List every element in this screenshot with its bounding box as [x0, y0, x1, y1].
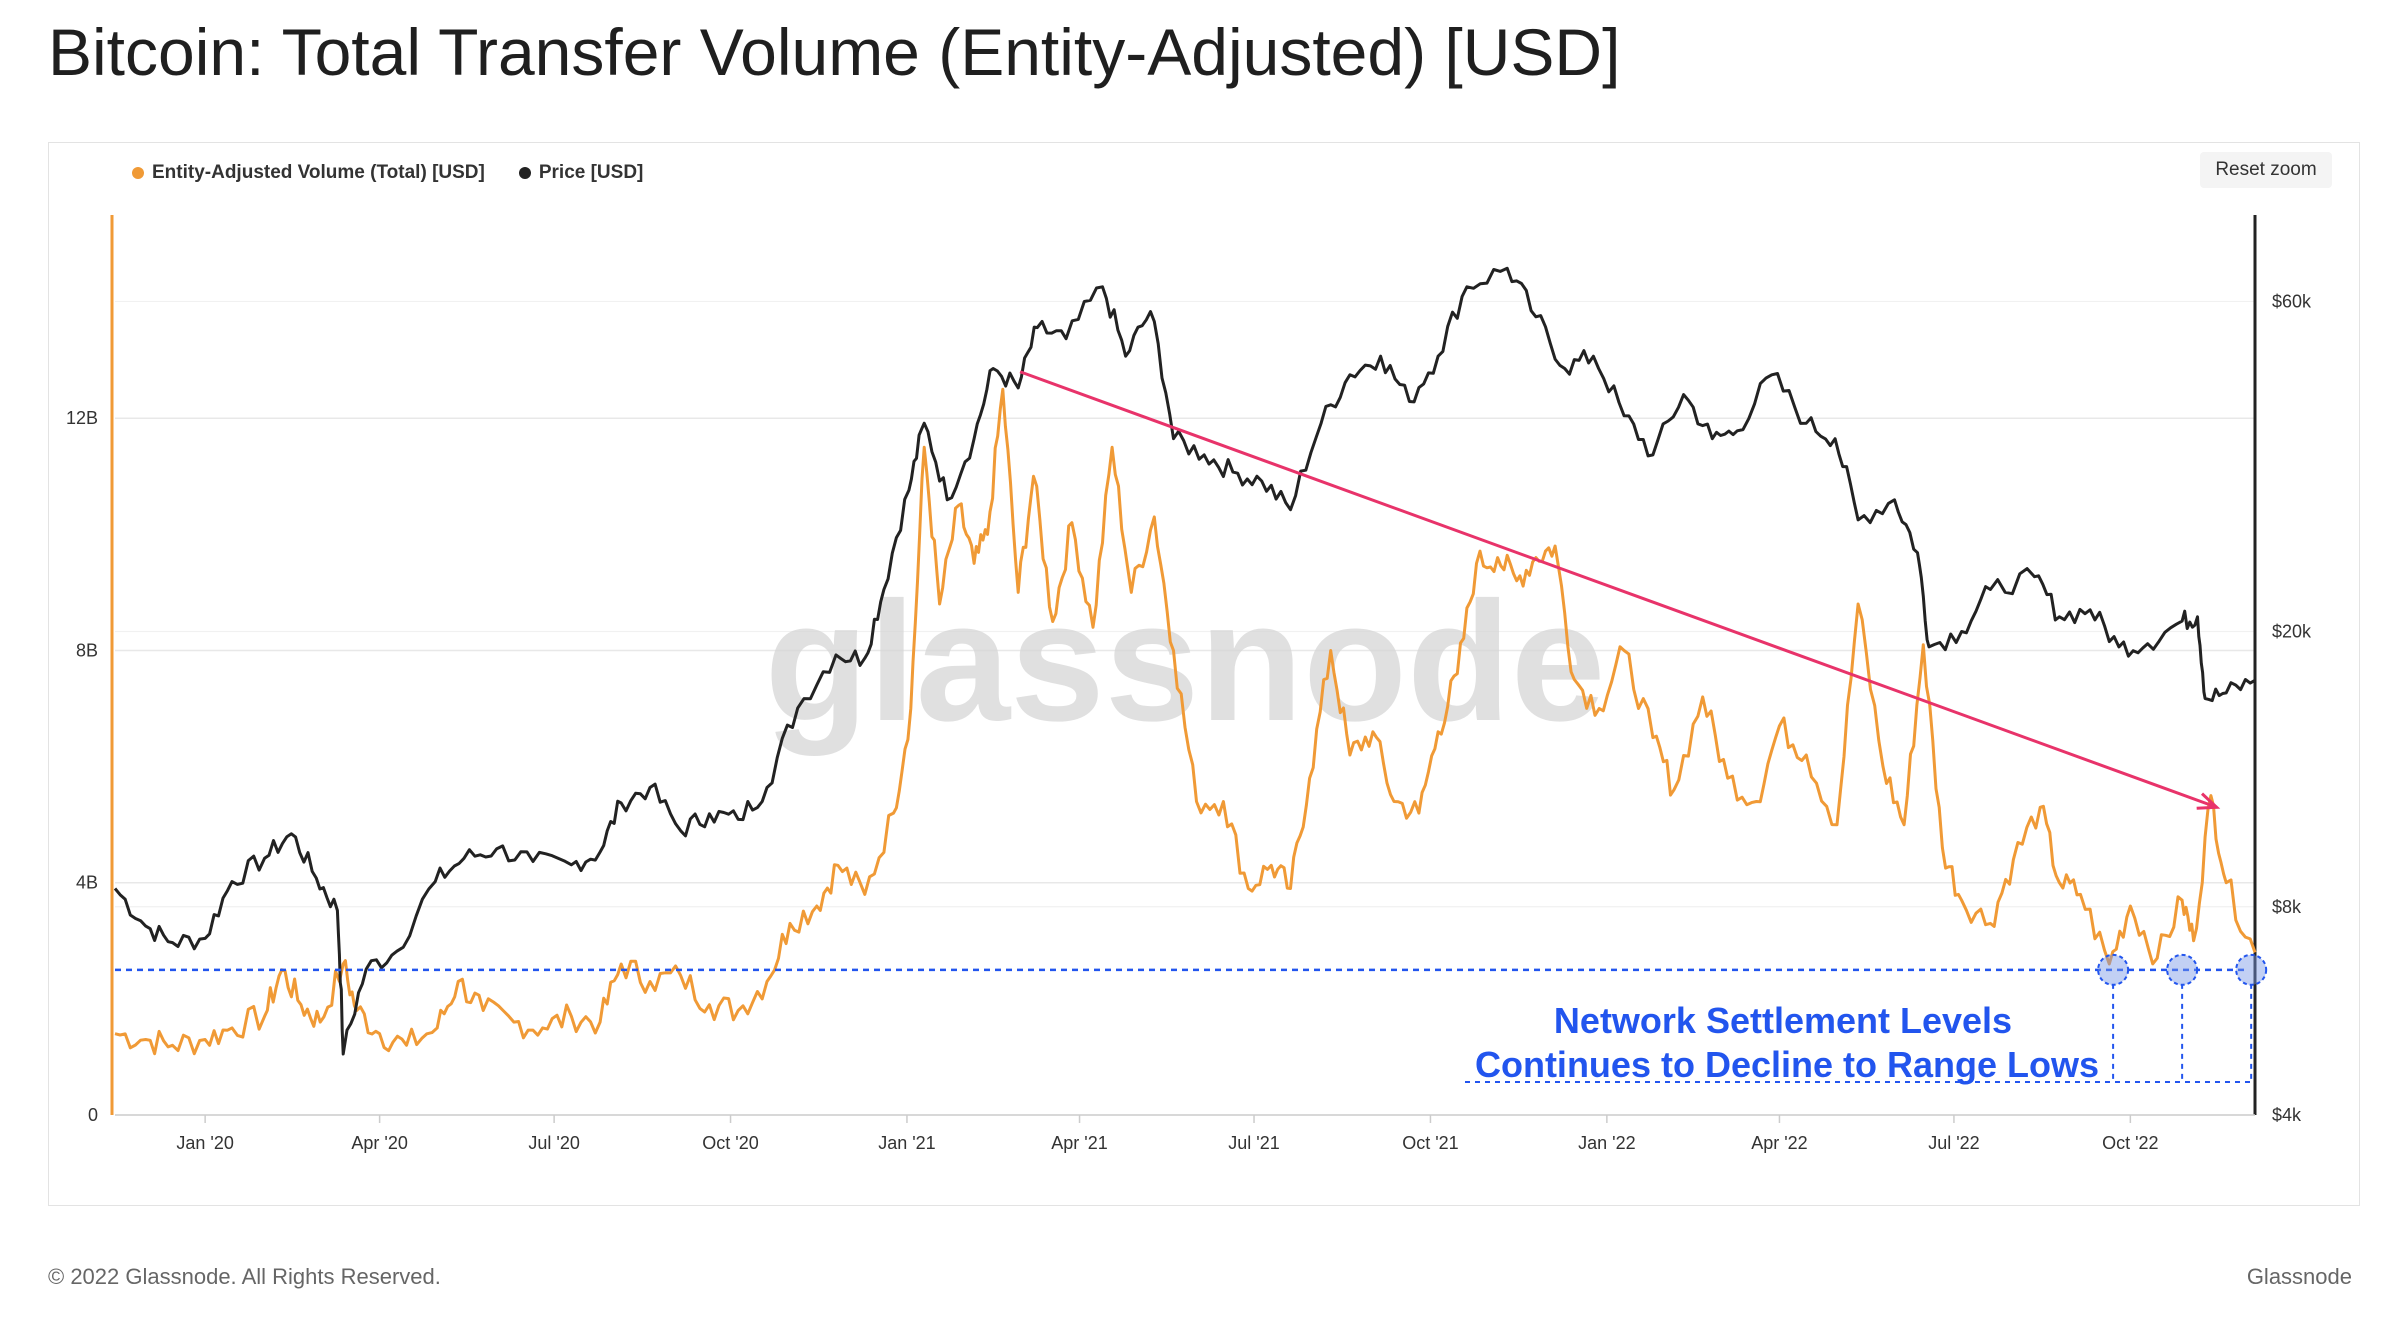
- left-tick-label: 8B: [76, 640, 98, 660]
- copyright-text: © 2022 Glassnode. All Rights Reserved.: [48, 1264, 441, 1289]
- series-line-price: [113, 266, 2256, 1056]
- legend-dot-price: [518, 167, 531, 179]
- x-tick-label: Jul '22: [1928, 1133, 1979, 1153]
- trend-arrow-head: [2196, 792, 2221, 810]
- legend-label-price: Price [USD]: [538, 162, 644, 183]
- x-tick-label: Oct '22: [2102, 1133, 2158, 1153]
- annotation-line-1: Network Settlement Levels: [1554, 1000, 2012, 1041]
- x-tick-label: Oct '20: [702, 1133, 758, 1153]
- left-tick-label: 4B: [76, 873, 98, 893]
- left-tick-label: 0: [88, 1105, 98, 1125]
- range-low-marker: [2097, 953, 2130, 986]
- chart-panel: [48, 142, 2360, 1206]
- x-tick-label: Jan '20: [176, 1133, 233, 1153]
- right-tick-label: $20k: [2272, 621, 2312, 641]
- x-tick-label: Jan '21: [878, 1133, 935, 1153]
- page-title: Bitcoin: Total Transfer Volume (Entity-A…: [48, 15, 1621, 89]
- right-tick-label: $60k: [2272, 291, 2312, 311]
- left-tick-label: 12B: [66, 408, 98, 428]
- range-low-marker: [2166, 953, 2199, 986]
- x-tick-label: Apr '20: [351, 1133, 407, 1153]
- brand-text: Glassnode: [2246, 1264, 2352, 1289]
- reset-zoom-button[interactable]: Reset zoom: [2200, 152, 2332, 188]
- range-low-marker: [2235, 953, 2268, 986]
- legend-item-price[interactable]: Price [USD]: [518, 162, 644, 184]
- legend-label-volume: Entity-Adjusted Volume (Total) [USD]: [152, 162, 485, 183]
- right-tick-label: $8k: [2272, 897, 2302, 917]
- series-line-volume: [114, 387, 2257, 1056]
- trend-arrow-line: [1019, 370, 2218, 809]
- x-tick-label: Jul '20: [528, 1133, 579, 1153]
- x-tick-label: Jan '22: [1578, 1133, 1635, 1153]
- annotation-line-2: Continues to Decline to Range Lows: [1475, 1044, 2099, 1085]
- x-tick-label: Oct '21: [1402, 1133, 1458, 1153]
- x-tick-label: Jul '21: [1228, 1133, 1279, 1153]
- x-tick-label: Apr '22: [1751, 1133, 1807, 1153]
- x-tick-label: Apr '21: [1051, 1133, 1107, 1153]
- legend-dot-volume: [132, 167, 144, 179]
- legend-item-volume[interactable]: Entity-Adjusted Volume (Total) [USD]: [132, 162, 485, 184]
- legend: Entity-Adjusted Volume (Total) [USD] Pri…: [132, 162, 643, 184]
- right-tick-label: $4k: [2272, 1105, 2302, 1125]
